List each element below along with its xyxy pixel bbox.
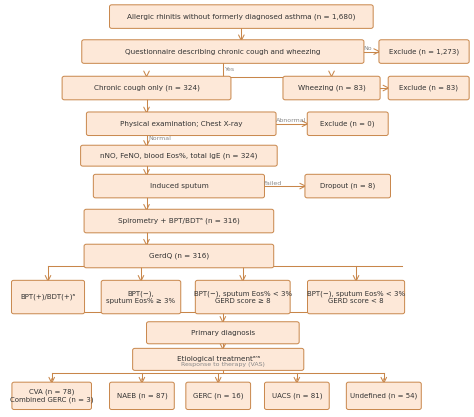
FancyBboxPatch shape xyxy=(186,382,251,409)
Text: Etiological treatmentᵃ′ᵃ: Etiological treatmentᵃ′ᵃ xyxy=(177,357,260,362)
FancyBboxPatch shape xyxy=(308,280,405,314)
FancyBboxPatch shape xyxy=(146,322,299,344)
FancyBboxPatch shape xyxy=(307,112,388,136)
Text: Wheezing (n = 83): Wheezing (n = 83) xyxy=(298,85,365,91)
FancyBboxPatch shape xyxy=(12,382,91,409)
FancyBboxPatch shape xyxy=(379,40,469,63)
Text: Spirometry + BPT/BDTᵃ (n = 316): Spirometry + BPT/BDTᵃ (n = 316) xyxy=(118,218,240,224)
FancyBboxPatch shape xyxy=(81,145,277,166)
Text: NAEB (n = 87): NAEB (n = 87) xyxy=(117,392,167,399)
FancyBboxPatch shape xyxy=(264,382,329,409)
Text: Exclude (n = 83): Exclude (n = 83) xyxy=(399,85,458,91)
FancyBboxPatch shape xyxy=(133,348,304,370)
Text: Exclude (n = 1,273): Exclude (n = 1,273) xyxy=(389,48,459,55)
Text: Abnormal: Abnormal xyxy=(275,118,306,123)
FancyBboxPatch shape xyxy=(109,5,373,28)
FancyBboxPatch shape xyxy=(101,280,181,314)
Text: Primary diagnosis: Primary diagnosis xyxy=(191,330,255,336)
Text: BPT(−),
sputum Eos% ≥ 3%: BPT(−), sputum Eos% ≥ 3% xyxy=(106,290,175,304)
FancyBboxPatch shape xyxy=(195,280,290,314)
FancyBboxPatch shape xyxy=(62,76,231,100)
FancyBboxPatch shape xyxy=(86,112,276,136)
FancyBboxPatch shape xyxy=(109,382,174,409)
Text: Failed: Failed xyxy=(264,181,282,186)
Text: Physical examination; Chest X-ray: Physical examination; Chest X-ray xyxy=(120,121,243,127)
Text: Normal: Normal xyxy=(149,136,172,141)
Text: CVA (n = 78)
Combined GERC (n = 3): CVA (n = 78) Combined GERC (n = 3) xyxy=(10,389,93,403)
Text: BPT(+)/BDT(+)ᵃ: BPT(+)/BDT(+)ᵃ xyxy=(20,294,76,300)
FancyBboxPatch shape xyxy=(388,76,469,100)
Text: Questionnaire describing chronic cough and wheezing: Questionnaire describing chronic cough a… xyxy=(125,48,320,55)
Text: BPT(−), sputum Eos% < 3%
GERD score < 8: BPT(−), sputum Eos% < 3% GERD score < 8 xyxy=(307,290,405,304)
Text: Chronic cough only (n = 324): Chronic cough only (n = 324) xyxy=(93,85,200,91)
Text: Undefined (n = 54): Undefined (n = 54) xyxy=(350,392,418,399)
Text: Allergic rhinitis without formerly diagnosed asthma (n = 1,680): Allergic rhinitis without formerly diagn… xyxy=(127,13,356,20)
Text: BPT(−), sputum Eos% < 3%
GERD score ≥ 8: BPT(−), sputum Eos% < 3% GERD score ≥ 8 xyxy=(194,290,292,304)
Text: nNO, FeNO, blood Eos%, total IgE (n = 324): nNO, FeNO, blood Eos%, total IgE (n = 32… xyxy=(100,153,257,159)
FancyBboxPatch shape xyxy=(283,76,380,100)
FancyBboxPatch shape xyxy=(11,280,84,314)
Text: Response to therapy (VAS): Response to therapy (VAS) xyxy=(181,362,265,367)
Text: UACS (n = 81): UACS (n = 81) xyxy=(272,392,322,399)
Text: GERC (n = 16): GERC (n = 16) xyxy=(193,392,244,399)
FancyBboxPatch shape xyxy=(84,244,273,268)
Text: No: No xyxy=(363,46,372,51)
FancyBboxPatch shape xyxy=(84,209,273,233)
Text: Yes: Yes xyxy=(225,67,235,72)
FancyBboxPatch shape xyxy=(93,174,264,198)
FancyBboxPatch shape xyxy=(346,382,421,409)
Text: GerdQ (n = 316): GerdQ (n = 316) xyxy=(149,253,209,259)
FancyBboxPatch shape xyxy=(305,174,391,198)
FancyBboxPatch shape xyxy=(82,40,364,63)
Text: Dropout (n = 8): Dropout (n = 8) xyxy=(320,183,375,189)
Text: Exclude (n = 0): Exclude (n = 0) xyxy=(320,121,375,127)
Text: Induced sputum: Induced sputum xyxy=(149,183,208,189)
